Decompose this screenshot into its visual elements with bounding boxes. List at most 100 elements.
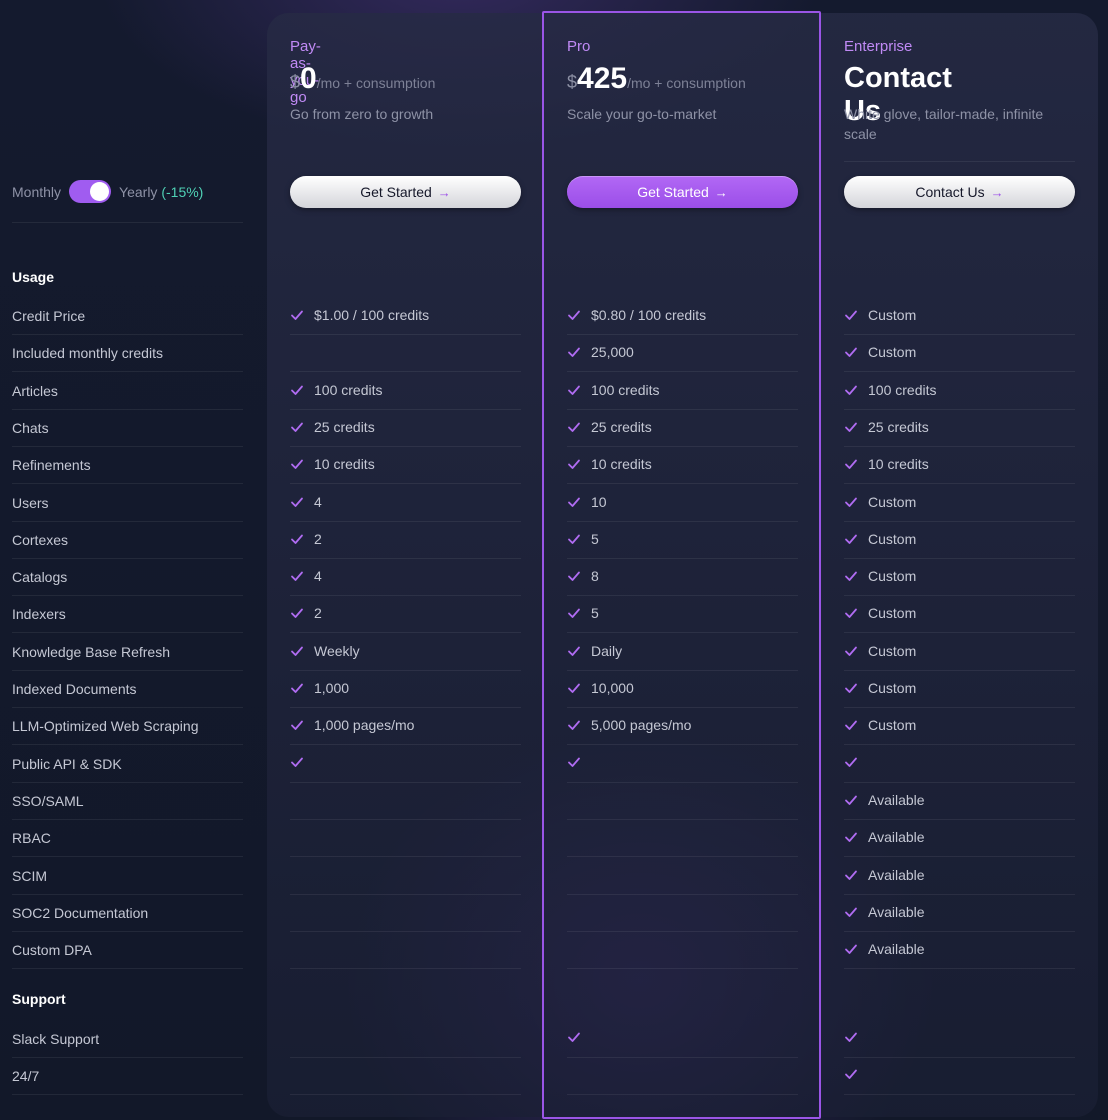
check-icon <box>290 718 304 732</box>
check-icon <box>844 383 858 397</box>
check-icon <box>290 755 304 769</box>
feature-label: Indexers <box>12 606 66 623</box>
cell-divider <box>290 408 521 410</box>
feature-label: 24/7 <box>12 1068 40 1085</box>
feature-value: 1,000 pages/mo <box>314 717 415 734</box>
row-divider <box>12 520 243 522</box>
row-divider <box>12 1057 243 1058</box>
pro-get-started-button[interactable]: Get Started → <box>567 176 798 208</box>
cell-divider <box>290 1057 521 1058</box>
row-divider <box>12 707 243 708</box>
feature-label: Credit Price <box>12 308 86 324</box>
price-amount: 0 <box>300 62 317 95</box>
cell-divider <box>290 371 521 373</box>
feature-value: 100 credits <box>868 381 937 398</box>
feature-value: Available <box>868 866 925 883</box>
feature-cell: Custom <box>844 605 916 621</box>
feature-label: Public API & SDK <box>12 755 122 772</box>
check-icon <box>567 755 581 769</box>
feature-cell <box>844 1030 868 1044</box>
cell-divider <box>844 1057 1075 1058</box>
plan-headline: Contact Us <box>844 62 952 127</box>
cell-divider <box>844 968 1075 970</box>
feature-value: 10 <box>591 493 607 510</box>
feature-cell: 5 <box>567 605 599 621</box>
price-currency: $ <box>567 72 578 92</box>
payg-get-started-button[interactable]: Get Started → <box>290 176 521 208</box>
feature-cell: 2 <box>290 531 322 547</box>
cell-divider <box>844 632 1075 634</box>
cell-divider <box>844 334 1075 335</box>
feature-label: Indexed Documents <box>12 681 137 697</box>
cell-divider <box>567 371 798 373</box>
cell-divider <box>567 856 798 858</box>
check-icon <box>567 345 581 359</box>
feature-cell: 25,000 <box>567 344 634 360</box>
feature-value: Custom <box>868 568 917 585</box>
feature-label: Refinements <box>12 457 91 474</box>
feature-value: Available <box>868 829 925 846</box>
feature-cell: Available <box>844 829 925 845</box>
feature-label: LLM-Optimized Web Scraping <box>12 718 199 735</box>
cell-divider <box>290 520 521 522</box>
row-divider <box>12 856 243 858</box>
feature-cell: Custom <box>844 643 916 659</box>
cell-divider <box>290 1094 521 1096</box>
feature-value: 100 credits <box>314 381 383 398</box>
section-title-usage: Usage <box>12 269 55 285</box>
cell-divider <box>844 669 1075 671</box>
check-icon <box>290 681 304 695</box>
feature-value: Custom <box>868 680 917 696</box>
check-icon <box>844 345 858 359</box>
check-icon <box>567 383 581 397</box>
feature-cell: 1,000 pages/mo <box>290 717 414 733</box>
feature-cell: 10 <box>567 494 607 510</box>
cell-divider <box>290 595 521 597</box>
feature-value: Custom <box>868 642 917 659</box>
check-icon <box>844 420 858 434</box>
cell-divider <box>290 818 521 820</box>
feature-value: 25 credits <box>591 418 652 435</box>
billing-period-switch[interactable] <box>69 180 112 203</box>
price-currency: $ <box>290 72 301 92</box>
button-label: Contact Us <box>915 184 985 200</box>
yearly-label[interactable]: Yearly (-15%) <box>119 184 203 200</box>
feature-cell: 8 <box>567 568 599 584</box>
feature-cell: 4 <box>290 568 322 584</box>
feature-cell: Available <box>844 904 925 920</box>
cell-divider <box>844 371 1075 373</box>
feature-value: 100 credits <box>591 381 660 398</box>
check-icon <box>844 681 858 695</box>
feature-cell <box>567 1030 591 1044</box>
feature-cell: 10 credits <box>290 456 375 472</box>
plan-description: Go from zero to growth <box>290 106 434 122</box>
monthly-label[interactable]: Monthly <box>12 183 62 200</box>
cell-divider <box>567 445 798 447</box>
feature-value: Available <box>868 941 925 958</box>
feature-label: Chats <box>12 419 49 436</box>
row-divider <box>12 893 243 895</box>
check-icon <box>844 1067 858 1081</box>
price-suffix: /mo + consumption <box>627 75 746 91</box>
check-icon <box>290 569 304 583</box>
cell-divider <box>290 930 521 932</box>
check-icon <box>567 569 581 583</box>
cell-divider <box>844 930 1075 932</box>
feature-cell: Available <box>844 941 925 957</box>
feature-cell: 25 credits <box>567 419 652 435</box>
cell-divider <box>290 669 521 671</box>
enterprise-contact-button[interactable]: Contact Us → <box>844 176 1075 208</box>
row-divider <box>12 557 243 559</box>
check-icon <box>844 644 858 658</box>
feature-value: 25,000 <box>591 344 634 361</box>
feature-cell: Available <box>844 867 925 883</box>
row-divider <box>12 334 243 335</box>
cell-divider <box>567 893 798 895</box>
feature-label: Cortexes <box>12 531 69 548</box>
price-suffix: /mo + consumption <box>316 75 436 91</box>
button-label: Get Started <box>360 184 432 200</box>
arrow-right-icon: → <box>437 184 451 200</box>
feature-cell: 100 credits <box>290 382 382 398</box>
feature-value: $1.00 / 100 credits <box>314 307 430 323</box>
feature-value: 5 <box>591 605 599 622</box>
